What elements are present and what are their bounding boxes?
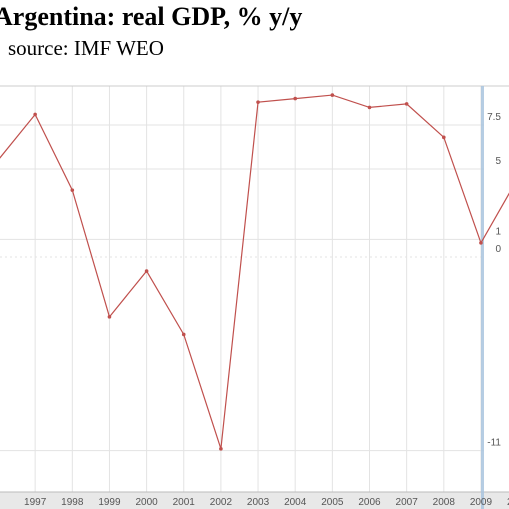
data-point xyxy=(182,333,186,337)
data-point xyxy=(33,113,37,117)
x-tick-label: 2003 xyxy=(247,497,270,508)
x-tick-label: 2000 xyxy=(135,497,158,508)
series-real-gdp xyxy=(0,93,509,450)
x-tick-label: 2005 xyxy=(321,497,344,508)
data-point xyxy=(71,188,75,192)
series-line xyxy=(0,95,509,449)
data-point xyxy=(331,93,335,97)
x-tick-label: 2001 xyxy=(173,497,196,508)
x-tick-label: 1999 xyxy=(98,497,121,508)
axes xyxy=(0,86,509,509)
data-point xyxy=(108,315,112,319)
x-tick-label: 2009 xyxy=(470,497,493,508)
data-point xyxy=(256,100,260,104)
data-point xyxy=(368,106,372,110)
x-tick-label: 2002 xyxy=(210,497,233,508)
data-point xyxy=(219,447,223,451)
chart-subtitle: source: IMF WEO xyxy=(8,36,164,61)
tick-labels: 1997 1998 1999 2000 2001 2002 2003 2004 2005 2006… xyxy=(24,112,509,508)
data-point xyxy=(442,136,446,140)
data-point xyxy=(145,269,149,273)
data-point xyxy=(405,102,409,106)
y-tick-label: 0 xyxy=(495,244,501,255)
period-cursor xyxy=(481,86,484,509)
x-tick-label: 2004 xyxy=(284,497,307,508)
data-point xyxy=(293,97,297,101)
y-tick-label: 7.5 xyxy=(487,112,501,123)
x-tick-label: 1997 xyxy=(24,497,47,508)
data-point xyxy=(479,241,483,245)
y-tick-label: -11 xyxy=(487,438,501,449)
y-tick-label: 1 xyxy=(495,226,501,237)
x-tick-label: 2007 xyxy=(396,497,419,508)
y-tick-label: 5 xyxy=(495,156,501,167)
x-tick-label: 2006 xyxy=(358,497,381,508)
grid xyxy=(0,86,509,492)
x-tick-label: 2008 xyxy=(433,497,456,508)
chart-title: Argentina: real GDP, % y/y xyxy=(0,2,302,32)
x-tick-label: 1998 xyxy=(61,497,84,508)
